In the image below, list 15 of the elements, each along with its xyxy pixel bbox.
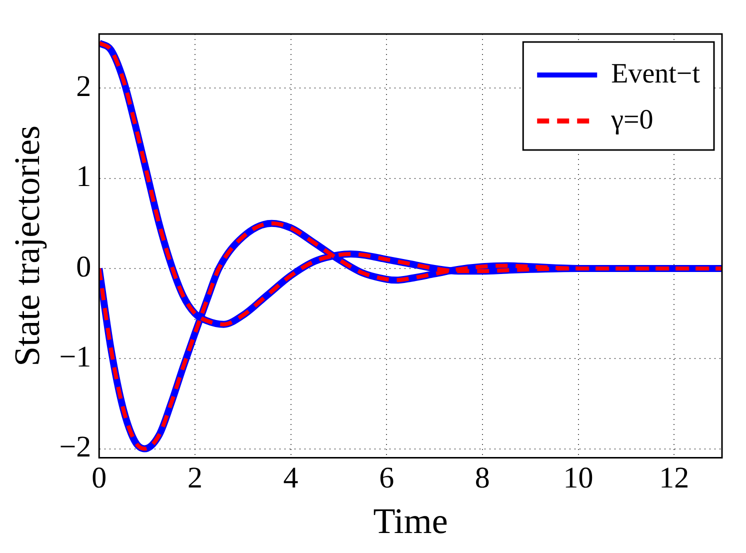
- x-tick-label: 8: [474, 462, 490, 495]
- y-tick-label: 0: [76, 250, 92, 284]
- x-tick-label: 4: [283, 462, 298, 495]
- y-tick-label: 2: [76, 70, 92, 103]
- x-axis-title: Time: [373, 500, 448, 541]
- y-tick-label: 1: [76, 160, 92, 194]
- y-tick-label: −2: [59, 430, 92, 464]
- x-tick-label: 6: [379, 462, 394, 495]
- x-tick-label: 2: [187, 462, 202, 495]
- x-tick-label: 10: [563, 462, 594, 495]
- x-tick-label: 12: [659, 462, 690, 495]
- y-tick-label: −1: [59, 340, 92, 374]
- legend-label: γ=0: [610, 104, 654, 136]
- legend-label: Event−t: [611, 58, 700, 90]
- y-axis-title: State trajectories: [7, 125, 48, 366]
